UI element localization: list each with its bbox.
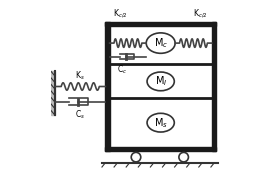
Text: C$_c$: C$_c$ (117, 64, 128, 76)
Bar (105, 22, 110, 151)
Text: C$_s$: C$_s$ (75, 109, 85, 121)
Ellipse shape (147, 113, 174, 132)
Text: M$_s$: M$_s$ (154, 116, 168, 130)
Bar (105, 147, 216, 151)
Bar (105, 22, 216, 26)
Text: K$_s$: K$_s$ (75, 69, 85, 82)
Bar (212, 22, 216, 151)
Text: M$_I$: M$_I$ (154, 75, 167, 88)
Text: K$_c$$_{/2}$: K$_c$$_{/2}$ (113, 7, 128, 20)
Bar (51, 71, 55, 115)
Ellipse shape (147, 72, 174, 91)
Ellipse shape (146, 33, 175, 53)
Text: K$_c$$_{/2}$: K$_c$$_{/2}$ (193, 7, 208, 20)
Text: M$_c$: M$_c$ (154, 36, 168, 50)
